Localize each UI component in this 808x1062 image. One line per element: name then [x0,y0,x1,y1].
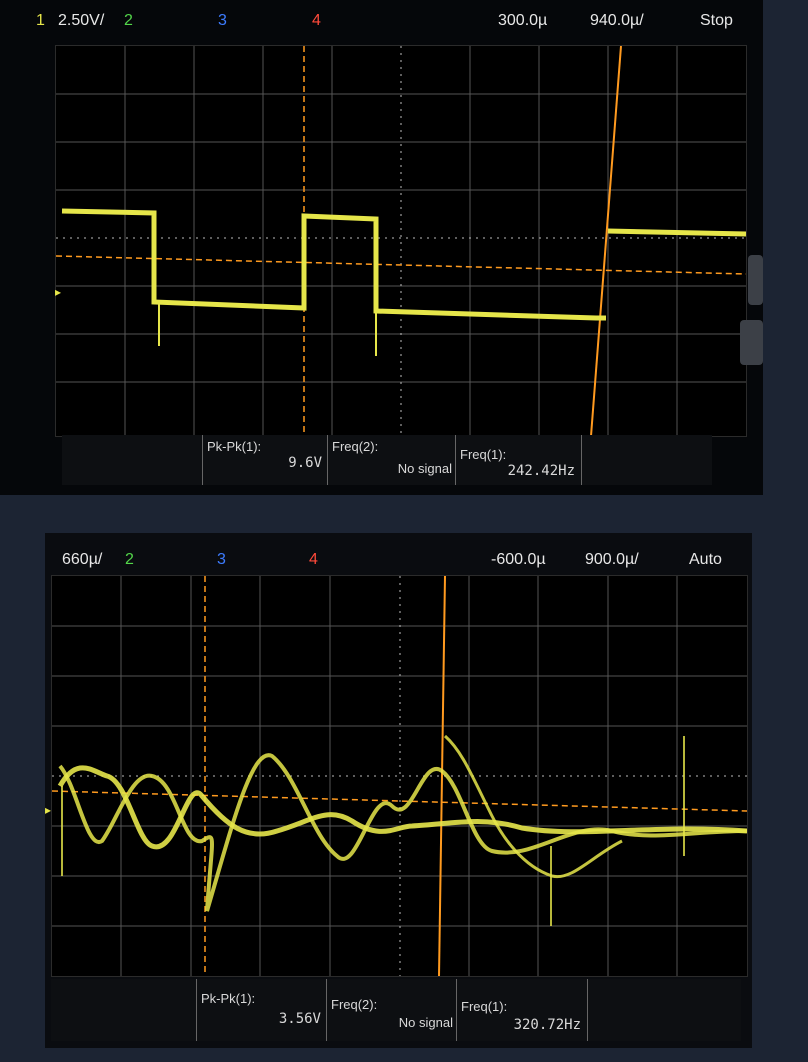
scope-status-bar: 1 2.50V/ 2 3 4 300.0µ 940.0µ/ Stop [0,12,763,42]
time-cursor-b [438,576,446,976]
ringing-trace-b [58,753,747,912]
channel-4-number: 4 [312,12,321,29]
channel-4-number: 4 [309,551,318,568]
waveform-display [55,45,747,437]
measurement-bar: Pk-Pk(1): 9.6V Freq(2): No signal Freq(1… [62,435,712,485]
measurement-freq1: Freq(1): 320.72Hz [456,979,588,1041]
horizontal-delay: 300.0µ [498,12,548,29]
time-cursor-b [590,46,622,436]
channel-1-scale: 2.50V/ [58,12,105,29]
waveform-grid-and-trace [52,576,747,976]
channel-2-number: 2 [124,12,133,29]
square-wave-trace [61,208,606,321]
horizontal-delay: -600.0µ [491,551,546,568]
channel-1-number: 1 [36,12,45,29]
waveform-grid-and-trace [56,46,746,436]
softkey-button [748,255,763,305]
channel-3-number: 3 [217,551,226,568]
acquisition-status: Stop [700,12,733,29]
measurement-freq1: Freq(1): 242.42Hz [455,435,582,485]
measurement-freq2: Freq(2): No signal [326,979,457,1041]
softkey-button [740,320,763,365]
measurement-pkpk: Pk-Pk(1): 3.56V [196,979,327,1041]
timebase-scale: 900.0µ/ [585,551,639,568]
acquisition-status: Auto [689,551,722,568]
channel-3-number: 3 [218,12,227,29]
trigger-level-cursor [52,790,747,812]
waveform-display [51,575,748,977]
scope-status-bar: 660µ/ 2 3 4 -600.0µ 900.0µ/ Auto [45,551,752,581]
oscilloscope-photo-bottom: 660µ/ 2 3 4 -600.0µ 900.0µ/ Auto [45,533,752,1048]
channel-1-ground-marker: ▸ [45,803,52,817]
channel-2-number: 2 [125,551,134,568]
measurement-bar: Pk-Pk(1): 3.56V Freq(2): No signal Freq(… [51,979,741,1041]
measurement-freq2: Freq(2): No signal [327,435,456,485]
trigger-level-cursor [56,255,746,275]
oscilloscope-photo-top: 1 2.50V/ 2 3 4 300.0µ 940.0µ/ Stop [0,0,763,495]
ringing-trace-a [57,765,747,850]
timebase-scale: 940.0µ/ [590,12,644,29]
measurement-pkpk: Pk-Pk(1): 9.6V [202,435,328,485]
channel-1-scale: 660µ/ [62,551,103,568]
channel-1-ground-marker: ▸ [55,285,62,299]
graticule [56,46,746,436]
